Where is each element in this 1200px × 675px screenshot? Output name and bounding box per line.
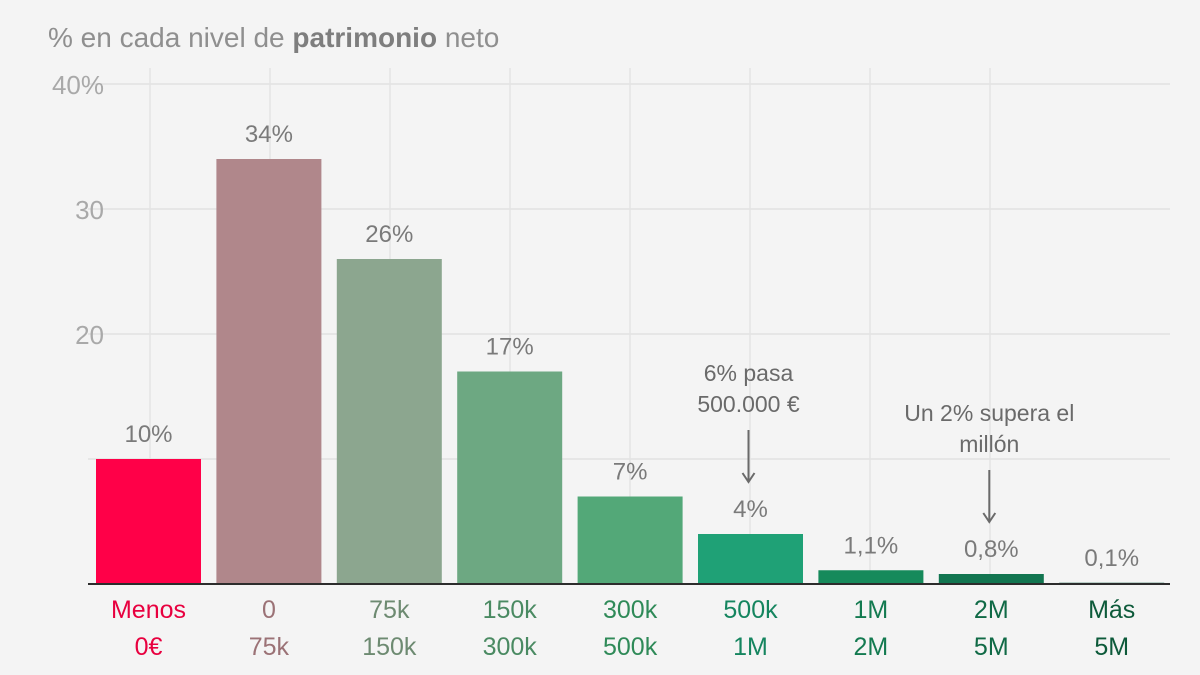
annotation-arrow-head [741,472,756,484]
x-tick-label-line1: 75k [369,596,410,624]
bar-value-label: 10% [124,421,172,448]
x-tick-label-line2: 5M [1094,633,1129,661]
annotation-text: Un 2% supera el [904,400,1074,426]
chart-title-bold: patrimonio [292,22,438,53]
x-tick-label-line1: 300k [603,596,658,624]
x-tick-label-line2: 0€ [135,633,163,661]
x-tick-label-line1: Menos [111,596,186,624]
x-tick-label-line1: 1M [854,596,889,624]
x-tick-label-line1: 150k [483,596,538,624]
x-tick-label-line2: 500k [603,633,658,661]
x-tick-label-line1: 2M [974,596,1009,624]
bar [938,574,1044,584]
y-tick-label: 30 [75,195,104,225]
chart-title-suffix: neto [437,22,500,53]
bar-value-label: 34% [245,121,293,148]
bar [216,159,322,584]
bar [457,371,563,584]
x-tick-label-line2: 1M [733,633,768,661]
bar-value-label: 7% [613,459,648,486]
chart-title-prefix: % en cada nivel de [48,22,293,53]
x-tick-label-line2: 2M [854,633,889,661]
bar [96,459,201,584]
bar [336,259,442,584]
bar-value-label: 1,1% [844,532,899,559]
x-tick-label-line2: 75k [249,633,290,661]
x-tick-label-line1: 500k [723,596,778,624]
annotation-text: 500.000 € [697,391,800,417]
annotation-arrow-head [982,512,997,524]
bar-value-label: 0,1% [1084,545,1139,572]
y-tick-label: 20 [75,320,104,350]
x-tick-label-line2: 300k [483,633,538,661]
bar-value-label: 4% [733,496,768,523]
bar-value-label: 17% [486,334,534,361]
x-tick-label-line2: 150k [362,633,417,661]
chart-title: % en cada nivel de patrimonio neto [48,22,499,54]
annotation-text: millón [959,431,1019,457]
annotation-text: 6% pasa [704,360,794,386]
bar [698,534,803,584]
x-tick-label-line1: 0 [262,596,276,624]
x-tick-label-line2: 5M [974,633,1009,661]
bar [818,570,924,584]
x-tick-label-line1: Más [1088,596,1135,624]
bar-value-label: 0,8% [964,536,1019,563]
bar-value-label: 26% [365,221,413,248]
y-tick-label: 40% [52,70,104,100]
bar [577,496,683,584]
